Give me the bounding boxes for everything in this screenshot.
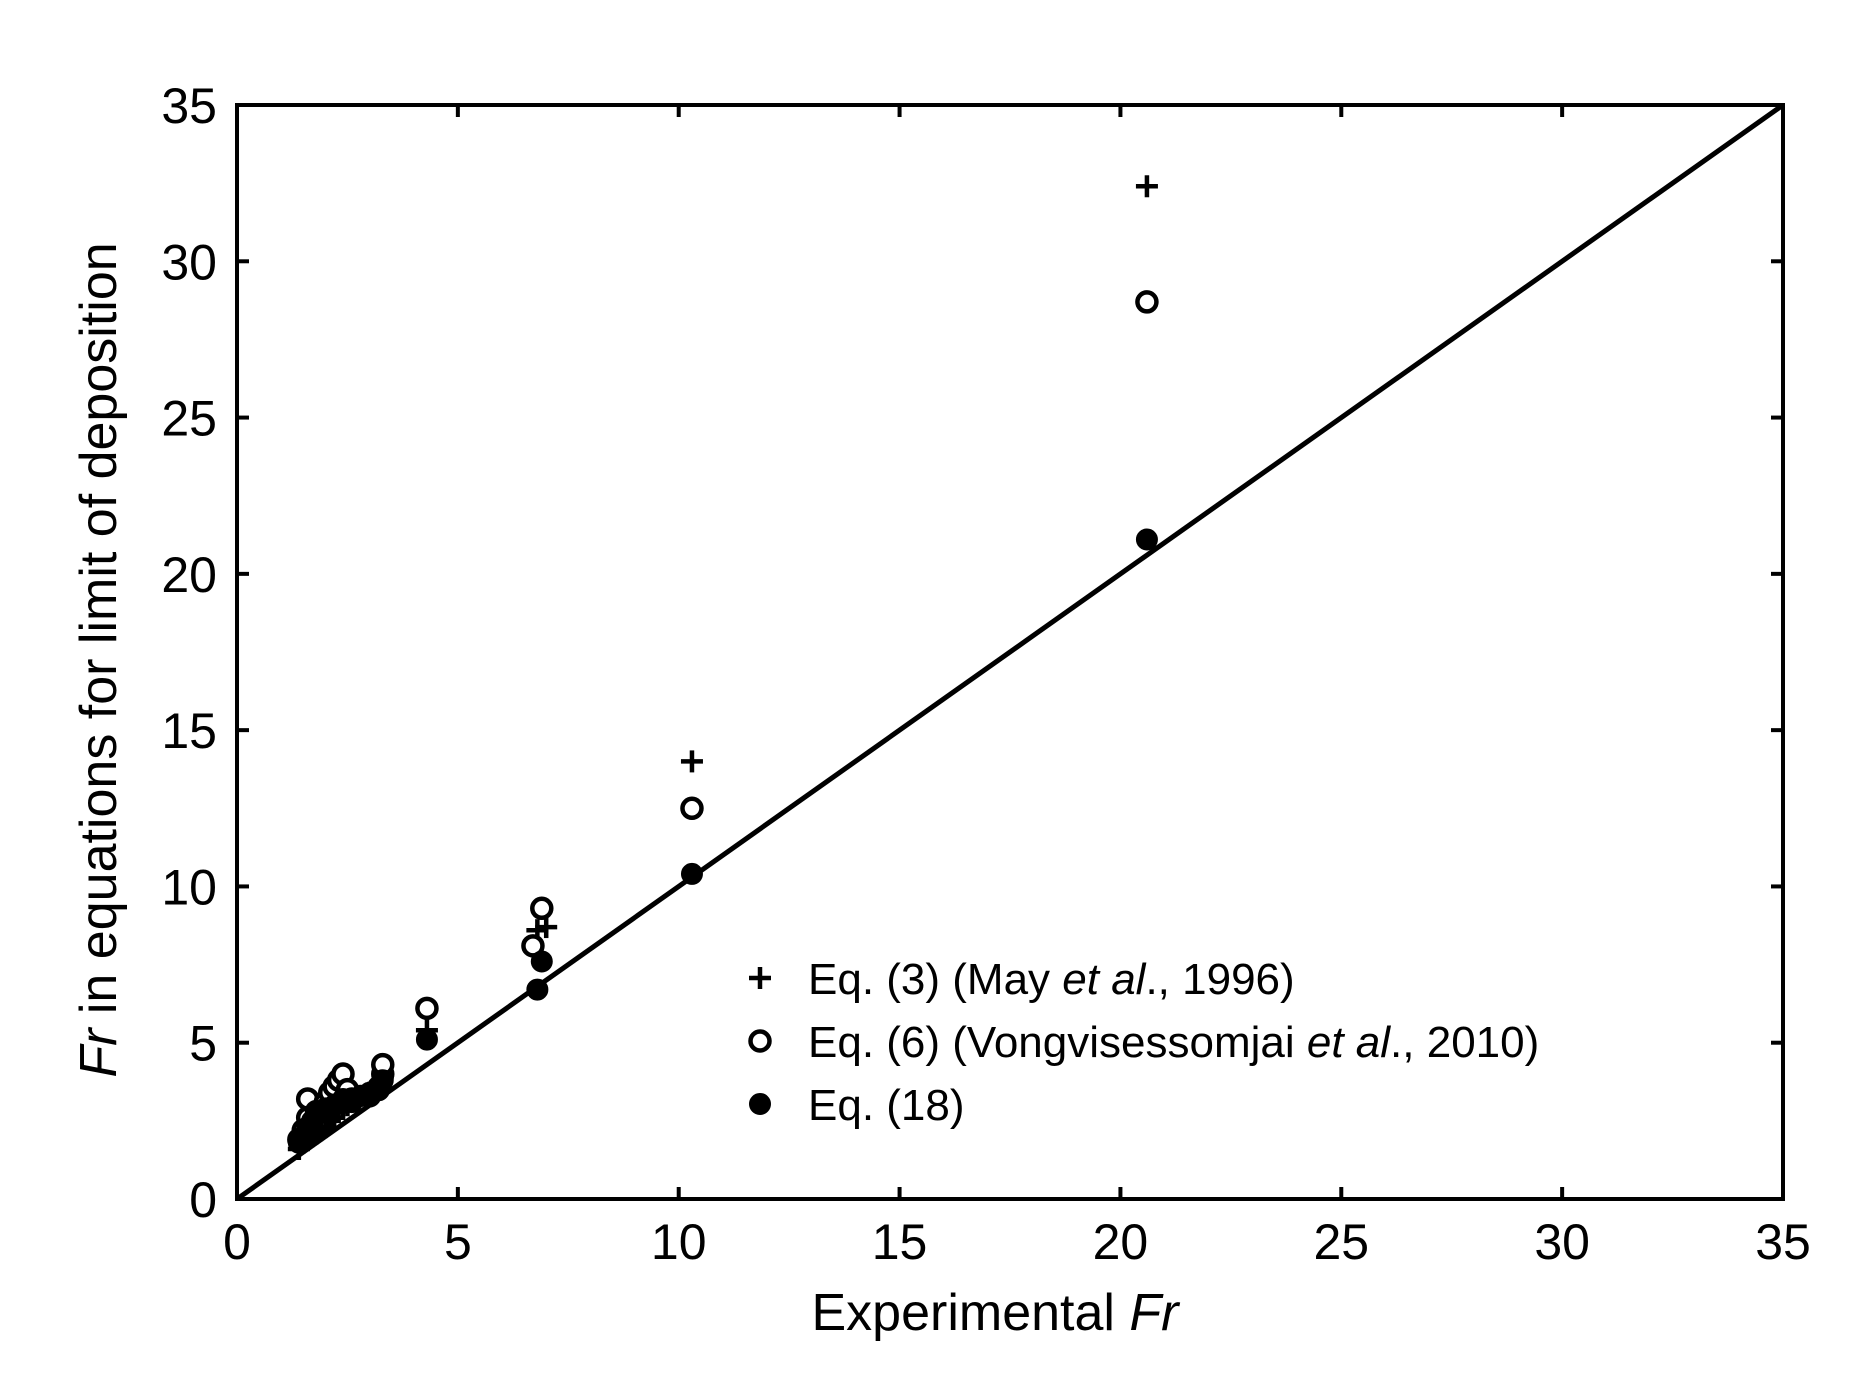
- open-circle-point: [530, 896, 554, 921]
- filled-circle-point: [530, 950, 553, 973]
- legend: Eq. (3) (May et al., 1996)Eq. (6) (Vongv…: [748, 955, 1539, 1130]
- filled-circle-point: [371, 1069, 394, 1092]
- filled-circle-point: [526, 978, 549, 1001]
- x-tick-label: 0: [223, 1214, 251, 1270]
- x-tick-label: 10: [651, 1214, 707, 1270]
- y-tick-label: 35: [161, 78, 217, 134]
- plot-frame-border: [235, 103, 1785, 1201]
- legend-marker-plus: [749, 967, 771, 989]
- legend-label: Eq. (6) (Vongvisessomjai et al., 2010): [808, 1018, 1539, 1067]
- legend-label-part: ., 2010): [1390, 1018, 1539, 1067]
- open-circle-point: [415, 996, 439, 1021]
- legend-label-part: Eq. (18): [808, 1081, 965, 1130]
- y-axis-title: Fr in equations for limit of deposition: [70, 242, 128, 1077]
- legend-item-2: Eq. (6) (Vongvisessomjai et al., 2010): [748, 1018, 1539, 1067]
- plus-point: [680, 750, 703, 773]
- filled-circle-point: [680, 862, 703, 885]
- x-tick-label: 25: [1313, 1214, 1369, 1270]
- legend-label: Eq. (18): [808, 1081, 965, 1130]
- open-circle-point: [1135, 290, 1159, 314]
- legend-marker-open-circle: [748, 1029, 772, 1053]
- legend-label-part: ., 1996): [1145, 955, 1294, 1004]
- y-tick-label: 10: [161, 859, 217, 915]
- legend-label-part: et al: [1062, 955, 1146, 1004]
- x-tick-label: 20: [1093, 1214, 1149, 1270]
- legend-item-1: Eq. (3) (May et al., 1996): [749, 955, 1295, 1004]
- legend-label-part: et al: [1307, 1018, 1391, 1067]
- data-markers: [287, 175, 1159, 1160]
- y-tick-label: 15: [161, 703, 217, 759]
- plus-point: [1135, 175, 1158, 198]
- y-tick-label: 25: [161, 391, 217, 447]
- tick-labels: 0 5 10 15 20 25 30 35 0 5 10 15 20 25 30 35: [161, 78, 1810, 1270]
- reference-line-group: [235, 102, 1785, 1202]
- open-circle-point: [680, 796, 704, 821]
- legend-marker-filled-circle: [749, 1093, 771, 1115]
- legend-item-3: Eq. (18): [749, 1081, 965, 1130]
- plot-area: [235, 103, 1785, 1201]
- filled-circle-point: [1135, 528, 1158, 551]
- y-tick-label: 5: [189, 1016, 217, 1072]
- plus-point: [535, 916, 558, 939]
- y-tick-label: 20: [161, 547, 217, 603]
- x-tick-label: 15: [872, 1214, 928, 1270]
- x-axis-title: Experimental Fr: [811, 1284, 1181, 1342]
- y-tick-label: 30: [161, 234, 217, 290]
- x-tick-label: 35: [1755, 1214, 1811, 1270]
- filled-circle-point: [415, 1028, 438, 1051]
- y-tick-label: 0: [189, 1172, 217, 1228]
- legend-label: Eq. (3) (May et al., 1996): [808, 955, 1295, 1004]
- reference-line: [235, 102, 1785, 1202]
- series-3: [287, 528, 1158, 1154]
- x-tick-label: 5: [444, 1214, 472, 1270]
- legend-label-part: Eq. (6) (Vongvisessomjai: [808, 1018, 1307, 1067]
- legend-label-part: Eq. (3) (May: [808, 955, 1062, 1004]
- x-tick-label: 30: [1534, 1214, 1590, 1270]
